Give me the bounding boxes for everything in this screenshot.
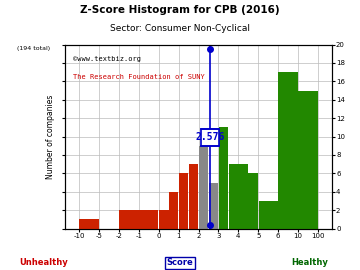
Y-axis label: Number of companies: Number of companies (46, 94, 55, 179)
Bar (119, 210, 139, 229)
Bar (209, 183, 218, 229)
Bar (298, 90, 318, 229)
Bar (219, 127, 228, 229)
Bar (179, 173, 188, 229)
Bar (189, 164, 198, 229)
Bar (201, 129, 219, 146)
Bar (139, 210, 158, 229)
Text: Unhealthy: Unhealthy (19, 258, 68, 267)
Bar (159, 210, 168, 229)
Text: Healthy: Healthy (291, 258, 328, 267)
Bar (248, 173, 258, 229)
Text: (194 total): (194 total) (17, 46, 50, 51)
Text: Sector: Consumer Non-Cyclical: Sector: Consumer Non-Cyclical (110, 24, 250, 33)
Bar (238, 164, 248, 229)
Text: The Research Foundation of SUNY: The Research Foundation of SUNY (73, 74, 205, 80)
Bar (278, 72, 298, 229)
Bar (80, 220, 99, 229)
Text: Z-Score Histogram for CPB (2016): Z-Score Histogram for CPB (2016) (80, 5, 280, 15)
Text: 2.576: 2.576 (195, 133, 225, 143)
Bar (229, 164, 238, 229)
Text: ©www.textbiz.org: ©www.textbiz.org (73, 56, 141, 62)
Bar (169, 192, 179, 229)
Text: Score: Score (167, 258, 193, 267)
Bar (199, 146, 208, 229)
Bar (258, 201, 278, 229)
